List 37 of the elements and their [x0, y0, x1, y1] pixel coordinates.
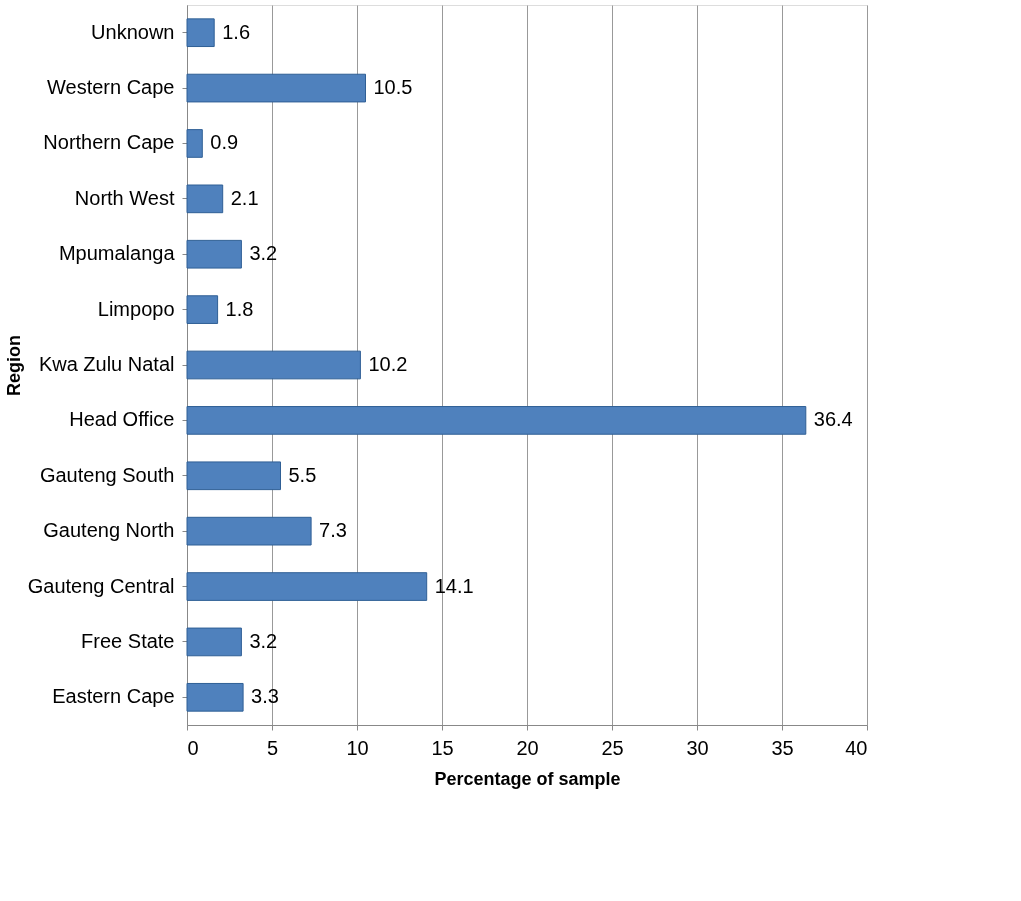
data-label: 2.1	[230, 186, 259, 209]
y-tick-label: Gauteng South	[39, 463, 175, 486]
y-tick-label: Unknown	[91, 20, 175, 43]
x-tick-label: 30	[686, 736, 709, 759]
data-label: 36.4	[813, 408, 853, 431]
data-label: 3.2	[249, 629, 278, 652]
x-tick-label: 25	[601, 736, 624, 759]
y-tick-label: North West	[74, 186, 175, 209]
x-tick-label: 15	[431, 736, 454, 759]
data-label: 5.5	[288, 463, 317, 486]
data-label: 1.6	[222, 20, 251, 43]
x-axis-title: Percentage of sample	[434, 768, 621, 789]
x-tick-label: 35	[771, 736, 794, 759]
data-label: 1.8	[225, 297, 254, 320]
y-tick-label: Limpopo	[97, 297, 175, 320]
y-tick-label: Gauteng North	[43, 519, 175, 542]
y-tick-label: Head Office	[69, 408, 175, 431]
y-tick-label: Mpumalanga	[58, 242, 176, 265]
x-tick-label: 5	[266, 736, 279, 759]
y-tick-label: Northern Cape	[43, 131, 175, 154]
y-tick-label: Eastern Cape	[52, 685, 175, 708]
data-label: 7.3	[319, 519, 347, 542]
y-axis-title: Region	[3, 335, 24, 396]
data-label: 0.9	[210, 131, 239, 154]
data-label: 10.5	[373, 76, 413, 99]
data-label: 3.3	[251, 685, 279, 708]
y-tick-label: Free State	[81, 629, 175, 652]
data-label: 3.2	[249, 242, 278, 265]
y-tick-label: Gauteng Central	[27, 574, 175, 597]
data-label: 10.2	[368, 353, 408, 375]
x-tick-label: 0	[187, 736, 199, 759]
data-label: 14.1	[434, 574, 474, 597]
x-tick-label: 10	[346, 736, 369, 759]
x-tick-label: 20	[516, 736, 539, 759]
x-tick-label: 40	[845, 736, 868, 759]
y-tick-label: Kwa Zulu Natal	[38, 353, 175, 375]
y-tick-label: Western Cape	[47, 76, 175, 99]
